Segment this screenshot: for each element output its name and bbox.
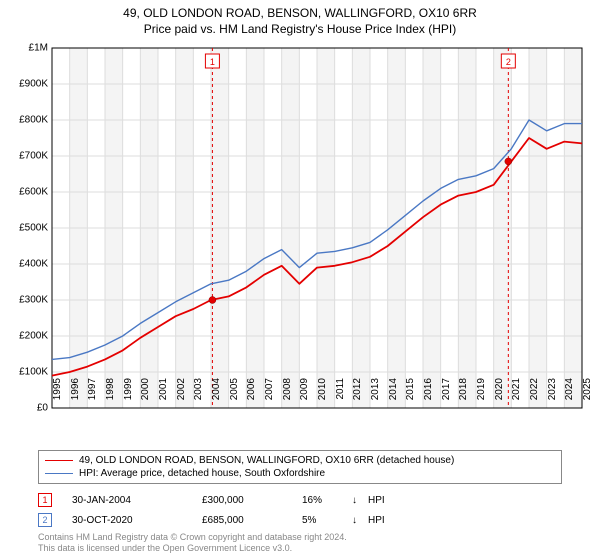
- sale-table: 1 30-JAN-2004 £300,000 16% ↓ HPI 2 30-OC…: [38, 490, 562, 530]
- x-tick-label: 2021: [511, 378, 522, 400]
- x-tick-label: 1999: [123, 378, 134, 400]
- down-arrow-icon: ↓: [352, 495, 368, 506]
- sale-row-1: 1 30-JAN-2004 £300,000 16% ↓ HPI: [38, 490, 562, 510]
- y-tick-label: £500K: [4, 223, 48, 234]
- legend-label-hpi: HPI: Average price, detached house, Sout…: [79, 468, 325, 479]
- x-tick-label: 2001: [158, 378, 169, 400]
- x-tick-label: 2011: [335, 378, 346, 400]
- x-tick-label: 2014: [388, 378, 399, 400]
- y-tick-label: £600K: [4, 187, 48, 198]
- chart-container: 49, OLD LONDON ROAD, BENSON, WALLINGFORD…: [0, 0, 600, 560]
- y-tick-label: £0: [4, 403, 48, 414]
- y-tick-label: £900K: [4, 79, 48, 90]
- x-tick-label: 2022: [529, 378, 540, 400]
- title-sub: Price paid vs. HM Land Registry's House …: [0, 22, 600, 36]
- x-tick-label: 2002: [176, 378, 187, 400]
- legend-swatch-hpi: [45, 473, 73, 474]
- y-tick-label: £800K: [4, 115, 48, 126]
- svg-text:1: 1: [210, 57, 215, 67]
- sale-row-2: 2 30-OCT-2020 £685,000 5% ↓ HPI: [38, 510, 562, 530]
- x-tick-label: 2004: [211, 378, 222, 400]
- legend-row-hpi: HPI: Average price, detached house, Sout…: [45, 467, 555, 480]
- svg-text:2: 2: [506, 57, 511, 67]
- x-tick-label: 2003: [193, 378, 204, 400]
- y-tick-label: £1M: [4, 43, 48, 54]
- x-tick-label: 2020: [494, 378, 505, 400]
- legend-label-property: 49, OLD LONDON ROAD, BENSON, WALLINGFORD…: [79, 455, 454, 466]
- x-tick-label: 2024: [564, 378, 575, 400]
- chart-area: 12 £0£100K£200K£300K£400K£500K£600K£700K…: [52, 48, 582, 408]
- x-tick-label: 2018: [458, 378, 469, 400]
- y-tick-label: £700K: [4, 151, 48, 162]
- x-tick-label: 2025: [582, 378, 593, 400]
- x-tick-label: 2010: [317, 378, 328, 400]
- y-tick-label: £100K: [4, 367, 48, 378]
- legend-swatch-property: [45, 460, 73, 462]
- sale-date-2: 30-OCT-2020: [72, 515, 202, 526]
- sale-date-1: 30-JAN-2004: [72, 495, 202, 506]
- title-main: 49, OLD LONDON ROAD, BENSON, WALLINGFORD…: [0, 6, 600, 20]
- x-tick-label: 2023: [547, 378, 558, 400]
- footnote: Contains HM Land Registry data © Crown c…: [38, 532, 347, 554]
- x-tick-label: 2006: [246, 378, 257, 400]
- y-tick-label: £300K: [4, 295, 48, 306]
- sale-vs-2: HPI: [368, 515, 398, 526]
- footnote-line1: Contains HM Land Registry data © Crown c…: [38, 532, 347, 543]
- title-block: 49, OLD LONDON ROAD, BENSON, WALLINGFORD…: [0, 0, 600, 36]
- x-tick-label: 2000: [140, 378, 151, 400]
- x-tick-label: 1998: [105, 378, 116, 400]
- x-tick-label: 1995: [52, 378, 63, 400]
- x-tick-label: 2007: [264, 378, 275, 400]
- x-tick-label: 1996: [70, 378, 81, 400]
- sale-pct-2: 5%: [302, 515, 352, 526]
- x-tick-label: 1997: [87, 378, 98, 400]
- x-tick-label: 2016: [423, 378, 434, 400]
- sale-price-2: £685,000: [202, 515, 302, 526]
- down-arrow-icon: ↓: [352, 515, 368, 526]
- y-tick-label: £400K: [4, 259, 48, 270]
- sale-vs-1: HPI: [368, 495, 398, 506]
- x-tick-label: 2019: [476, 378, 487, 400]
- sale-pct-1: 16%: [302, 495, 352, 506]
- chart-svg: 12: [52, 48, 582, 408]
- footnote-line2: This data is licensed under the Open Gov…: [38, 543, 347, 554]
- x-tick-label: 2008: [282, 378, 293, 400]
- legend-box: 49, OLD LONDON ROAD, BENSON, WALLINGFORD…: [38, 450, 562, 484]
- x-tick-label: 2015: [405, 378, 416, 400]
- sale-price-1: £300,000: [202, 495, 302, 506]
- x-tick-label: 2005: [229, 378, 240, 400]
- x-tick-label: 2013: [370, 378, 381, 400]
- legend-row-property: 49, OLD LONDON ROAD, BENSON, WALLINGFORD…: [45, 454, 555, 467]
- sale-marker-1: 1: [38, 493, 52, 507]
- y-tick-label: £200K: [4, 331, 48, 342]
- x-tick-label: 2012: [352, 378, 363, 400]
- x-tick-label: 2009: [299, 378, 310, 400]
- x-axis-labels: 1995 1996 1997 1998 1999 2000 2001 2002 2003 2004…: [52, 374, 582, 414]
- y-axis-labels: £0£100K£200K£300K£400K£500K£600K£700K£80…: [4, 48, 48, 408]
- x-tick-label: 2017: [441, 378, 452, 400]
- sale-marker-2: 2: [38, 513, 52, 527]
